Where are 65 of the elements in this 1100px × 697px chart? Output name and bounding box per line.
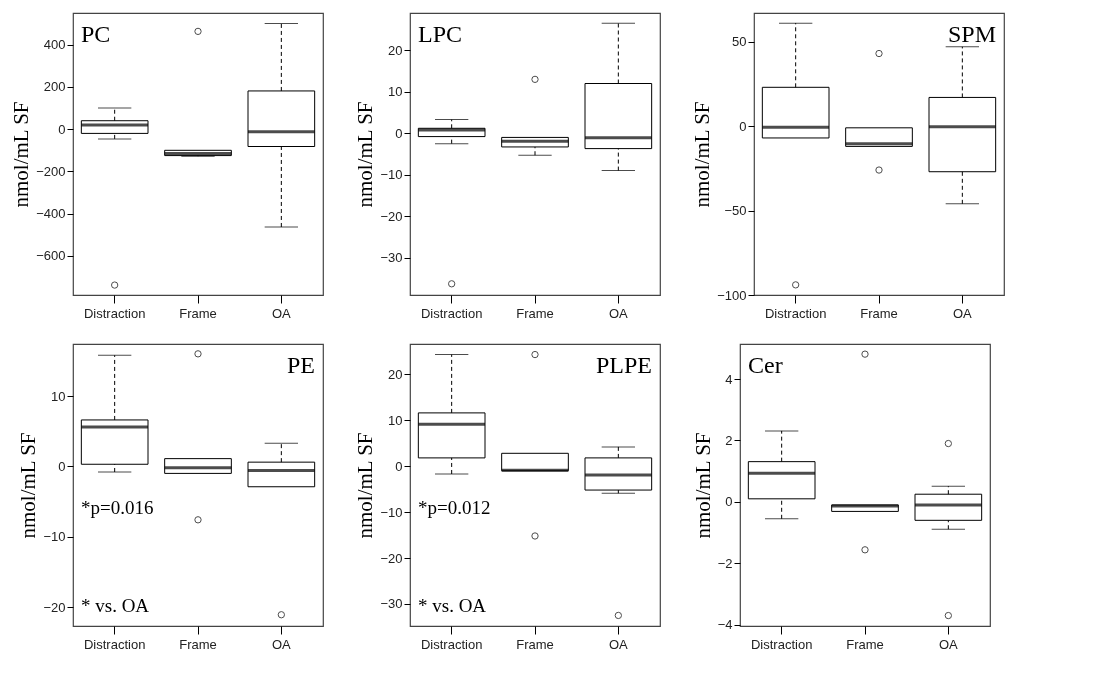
y-tick-label: −20 <box>380 550 403 566</box>
chart-title: PE <box>286 352 315 378</box>
x-tick-label: Frame <box>516 305 554 321</box>
y-tick-label: −4 <box>717 617 733 633</box>
y-tick-label: −200 <box>36 163 66 179</box>
y-tick-label: 0 <box>58 458 66 474</box>
x-tick-label: Distraction <box>420 305 483 321</box>
y-tick-label: 4 <box>725 371 733 387</box>
y-tick-label: −50 <box>724 203 747 219</box>
chart-title: SPM <box>947 21 996 47</box>
y-tick-label: −2 <box>717 555 733 571</box>
y-axis-title: nmol/mL SF <box>353 101 378 208</box>
y-tick-label: −600 <box>36 248 66 264</box>
y-axis-title: nmol/mL SF <box>16 432 41 539</box>
y-axis-title: nmol/mL SF <box>690 101 715 208</box>
x-tick-label: OA <box>271 305 292 321</box>
y-tick-label: 0 <box>725 494 733 510</box>
annotation: *p=0.012 <box>418 496 491 518</box>
x-tick-label: OA <box>608 305 629 321</box>
x-tick-label: OA <box>271 636 292 652</box>
x-tick-label: OA <box>952 305 973 321</box>
y-tick-label: −20 <box>43 599 66 615</box>
y-tick-label: −10 <box>380 504 403 520</box>
y-axis-title: nmol/mL SF <box>9 101 34 208</box>
chart-title: PC <box>81 21 111 47</box>
x-tick-label: Distraction <box>83 305 146 321</box>
y-tick-label: −10 <box>380 167 403 183</box>
y-tick-label: 0 <box>739 118 747 134</box>
y-tick-label: 400 <box>43 37 66 53</box>
y-axis-title: nmol/mL SF <box>690 432 715 539</box>
x-tick-label: Distraction <box>420 636 483 652</box>
x-tick-label: OA <box>938 636 959 652</box>
y-tick-label: 0 <box>58 121 66 137</box>
y-tick-label: 10 <box>51 388 66 404</box>
y-tick-label: 2 <box>725 432 733 448</box>
annotation: *p=0.016 <box>81 496 154 518</box>
annotation: * vs. OA <box>418 595 487 617</box>
x-tick-label: Frame <box>179 636 217 652</box>
y-tick-label: −20 <box>380 208 403 224</box>
y-tick-label: −100 <box>717 287 747 303</box>
y-tick-label: 10 <box>388 412 403 428</box>
x-tick-label: Distraction <box>750 636 813 652</box>
y-axis-title: nmol/mL SF <box>353 432 378 539</box>
x-tick-label: Distraction <box>83 636 146 652</box>
y-tick-label: −400 <box>36 206 66 222</box>
x-tick-label: OA <box>608 636 629 652</box>
y-tick-label: 0 <box>395 458 403 474</box>
y-tick-label: 0 <box>395 125 403 141</box>
x-tick-label: Frame <box>846 636 884 652</box>
y-tick-label: −30 <box>380 250 403 266</box>
x-tick-label: Frame <box>179 305 217 321</box>
chart-title: LPC <box>418 21 463 47</box>
annotation: * vs. OA <box>81 595 150 617</box>
chart-title: PLPE <box>595 352 652 378</box>
x-tick-label: Frame <box>516 636 554 652</box>
y-tick-label: 200 <box>43 79 66 95</box>
y-tick-label: 10 <box>388 84 403 100</box>
y-tick-label: 50 <box>732 34 747 50</box>
y-tick-label: −30 <box>380 596 403 612</box>
x-tick-label: Distraction <box>764 305 827 321</box>
y-tick-label: 20 <box>388 42 403 58</box>
chart-title: Cer <box>748 352 783 378</box>
y-tick-label: −10 <box>43 529 66 545</box>
x-tick-label: Frame <box>860 305 898 321</box>
y-tick-label: 20 <box>388 366 403 382</box>
